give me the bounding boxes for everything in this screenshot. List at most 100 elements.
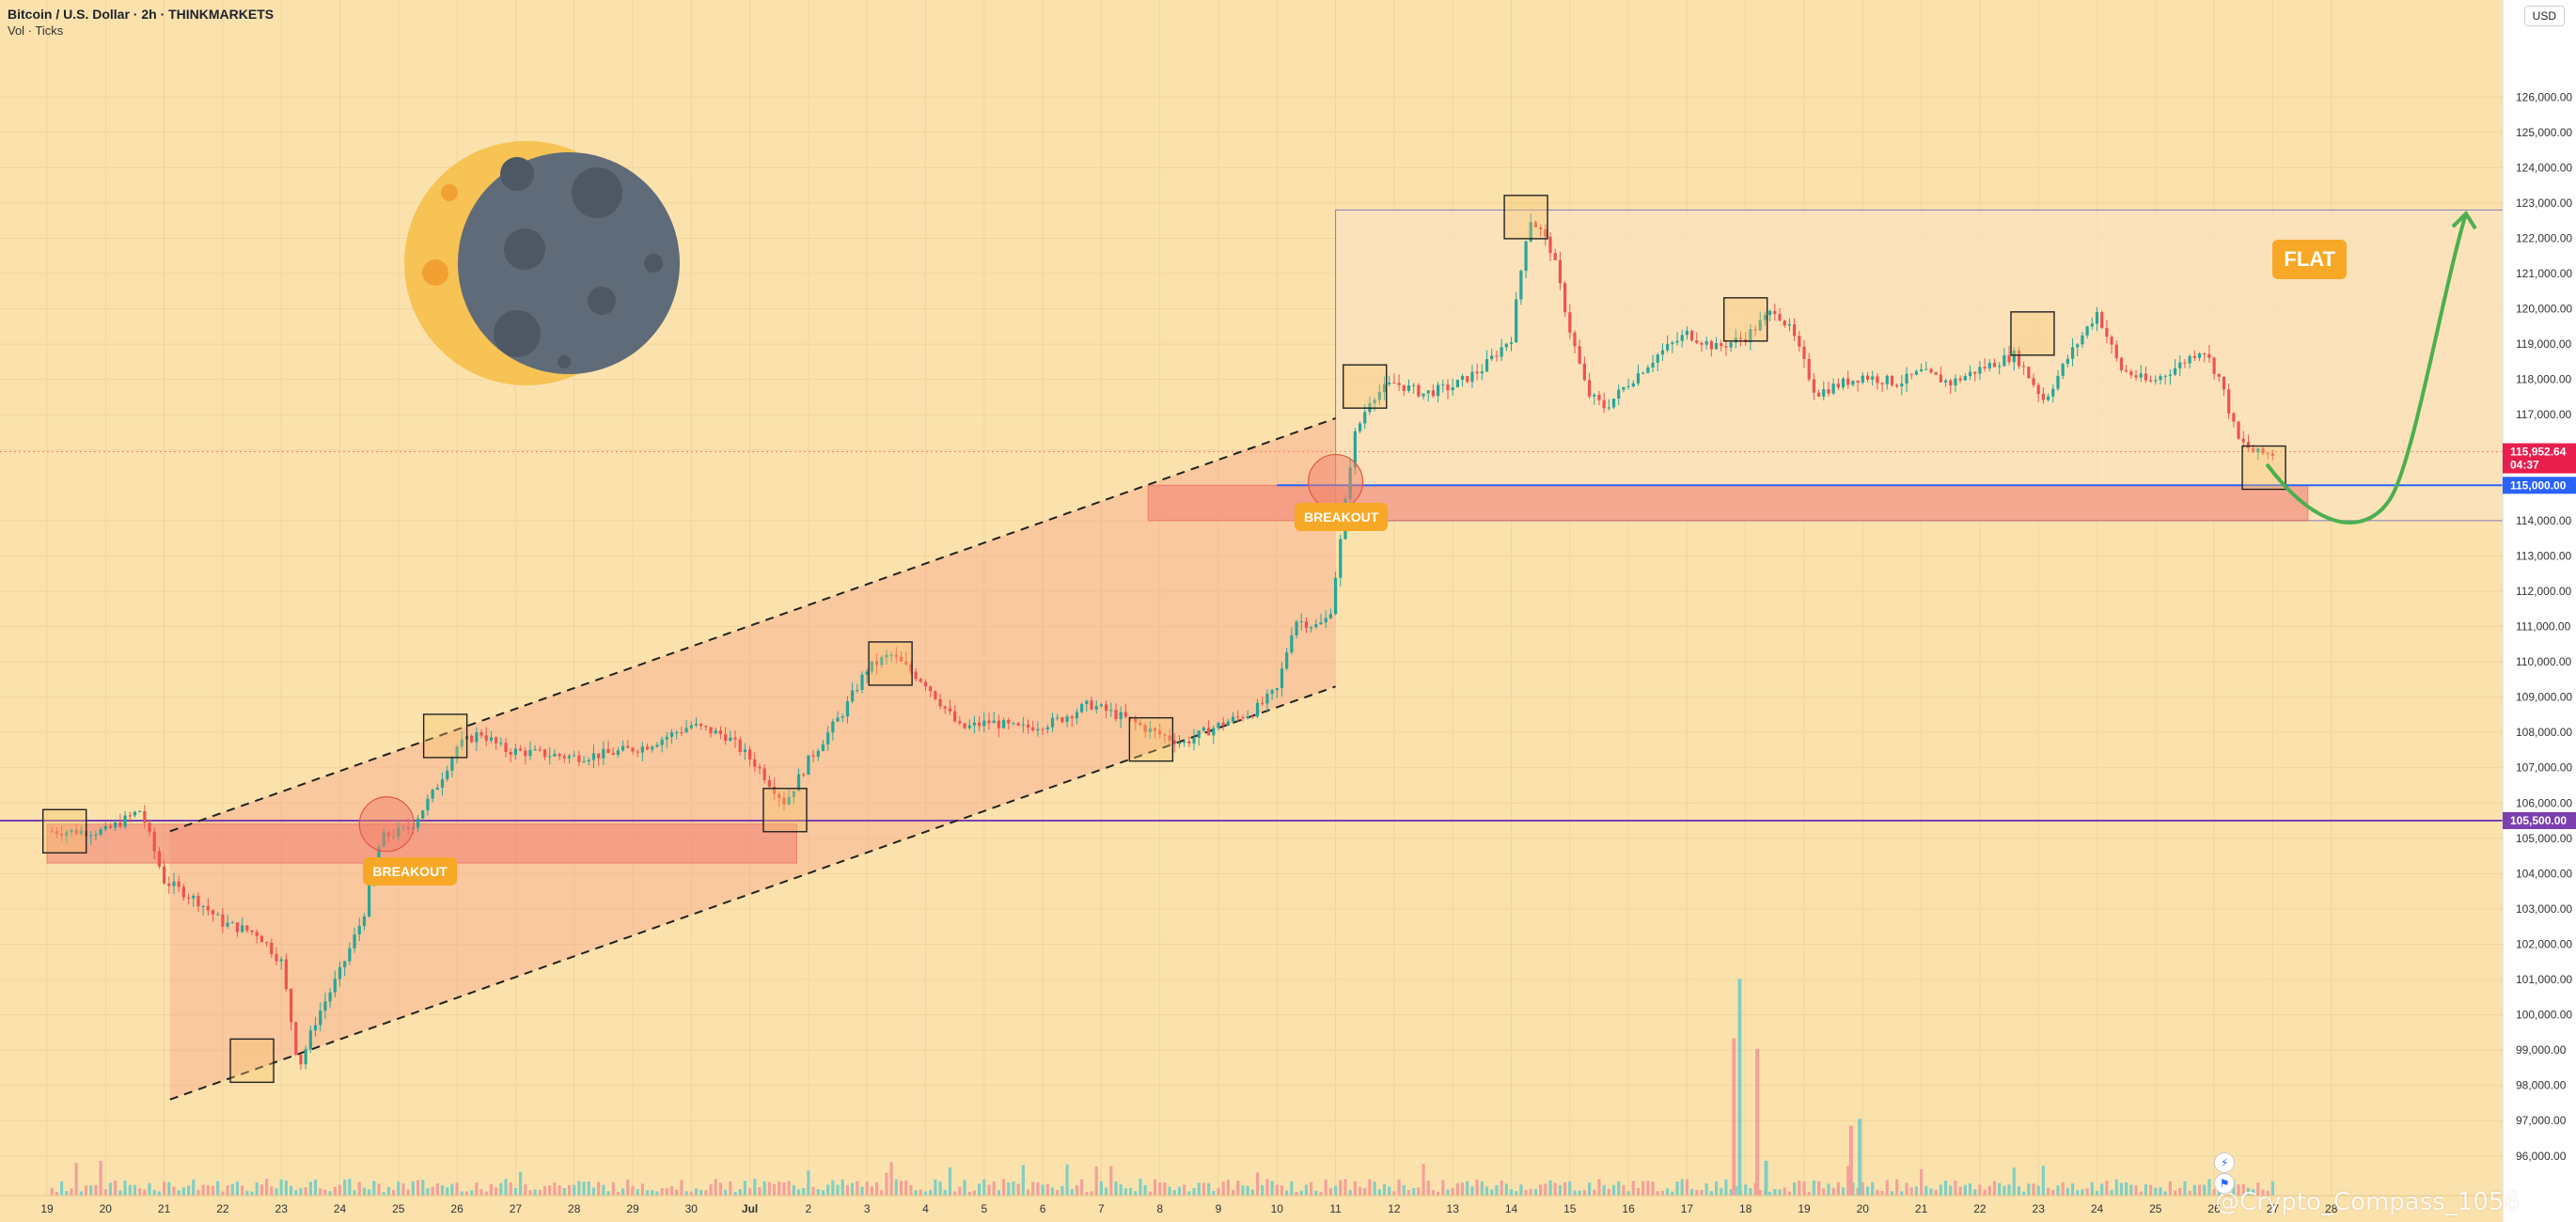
candle bbox=[2032, 378, 2035, 385]
candle bbox=[1422, 393, 1425, 397]
candle bbox=[1446, 384, 1450, 391]
candle bbox=[1807, 358, 1811, 380]
volume-bar bbox=[2012, 1167, 2016, 1196]
volume-bar bbox=[1353, 1181, 1357, 1196]
candle bbox=[1475, 371, 1479, 374]
candle bbox=[1983, 367, 1987, 368]
candle bbox=[1778, 313, 1782, 321]
candle bbox=[1689, 330, 1694, 341]
volume-bar bbox=[2159, 1187, 2162, 1196]
candle bbox=[1056, 717, 1060, 719]
candle bbox=[216, 914, 220, 916]
time-tick-label: 27 bbox=[2267, 1202, 2280, 1215]
volume-bar bbox=[2125, 1182, 2128, 1196]
volume-bar bbox=[1622, 1184, 1626, 1196]
volume-bar bbox=[1958, 1186, 1962, 1196]
candle bbox=[934, 691, 937, 699]
lightning-icon[interactable]: ⚡ bbox=[2214, 1152, 2236, 1173]
volume-bar bbox=[567, 1185, 572, 1196]
candle bbox=[319, 1010, 322, 1026]
volume-bar bbox=[50, 1187, 54, 1196]
volume-indicator-label: Vol · Ticks bbox=[8, 24, 64, 38]
volume-bar bbox=[338, 1184, 342, 1196]
candle bbox=[1978, 367, 1982, 374]
volume-bar bbox=[1954, 1180, 1957, 1196]
candle bbox=[1236, 716, 1240, 718]
volume-bar bbox=[929, 1189, 933, 1196]
volume-bar bbox=[816, 1188, 820, 1196]
volume-bar bbox=[157, 1191, 162, 1196]
volume-bar bbox=[772, 1183, 777, 1196]
volume-bar bbox=[602, 1184, 605, 1196]
candle bbox=[2036, 384, 2040, 394]
volume-bar bbox=[2051, 1189, 2055, 1196]
volume-bar bbox=[74, 1163, 78, 1196]
time-tick-label: 26 bbox=[450, 1202, 463, 1215]
volume-bar bbox=[289, 1185, 293, 1196]
candle bbox=[1515, 299, 1518, 343]
volume-bar bbox=[626, 1179, 630, 1196]
candle bbox=[787, 796, 791, 805]
candle bbox=[1924, 368, 1928, 370]
candle bbox=[2168, 374, 2172, 376]
candle bbox=[167, 883, 171, 886]
volume-bar bbox=[1280, 1185, 1284, 1196]
candle bbox=[1148, 728, 1152, 732]
candle bbox=[1753, 329, 1757, 331]
volume-bar bbox=[1460, 1183, 1465, 1196]
breakout-circle-1 bbox=[358, 796, 415, 853]
volume-bar bbox=[1548, 1180, 1552, 1196]
candle bbox=[431, 790, 434, 799]
price-tick-label: 114,000.00 bbox=[2516, 514, 2571, 527]
volume-bar bbox=[573, 1184, 576, 1196]
candle bbox=[1617, 389, 1621, 400]
candle bbox=[1319, 622, 1323, 625]
volume-bar bbox=[1012, 1181, 1015, 1196]
candle bbox=[2232, 413, 2236, 422]
volume-bar bbox=[406, 1189, 410, 1196]
volume-bar bbox=[1455, 1183, 1459, 1196]
volume-bar bbox=[1905, 1183, 1908, 1196]
candle bbox=[2056, 375, 2060, 389]
volume-bar bbox=[1114, 1181, 1118, 1196]
flat-label: FLAT bbox=[2272, 240, 2347, 280]
volume-bar bbox=[1148, 1191, 1152, 1196]
us-flag-icon[interactable]: ⚑ bbox=[2214, 1173, 2236, 1194]
candle bbox=[2012, 350, 2016, 363]
currency-button[interactable]: USD bbox=[2523, 6, 2565, 26]
candle bbox=[475, 732, 479, 743]
candle bbox=[558, 754, 561, 757]
candle bbox=[192, 895, 196, 899]
candle bbox=[1836, 384, 1840, 387]
candle bbox=[758, 766, 762, 769]
candle bbox=[1441, 384, 1445, 386]
volume-bar bbox=[1636, 1187, 1641, 1196]
volume-bar bbox=[1836, 1182, 1840, 1196]
time-tick-label: 30 bbox=[685, 1202, 699, 1215]
volume-bar bbox=[640, 1183, 644, 1196]
candle bbox=[1437, 384, 1440, 397]
volume-bar bbox=[1437, 1191, 1440, 1196]
candle bbox=[1729, 342, 1733, 348]
breakout-circle-2 bbox=[1307, 453, 1364, 510]
candle bbox=[865, 671, 869, 675]
candle bbox=[1226, 721, 1230, 726]
volume-bar bbox=[953, 1191, 957, 1196]
volume-bar bbox=[484, 1191, 488, 1196]
volume-bar bbox=[118, 1190, 122, 1196]
countdown-timer: 04:37 bbox=[2510, 459, 2539, 472]
candle bbox=[1388, 383, 1391, 384]
candle bbox=[2192, 355, 2196, 358]
volume-bar bbox=[645, 1190, 650, 1196]
volume-bar bbox=[70, 1188, 73, 1196]
volume-bar bbox=[2036, 1185, 2040, 1196]
candle bbox=[573, 755, 576, 757]
candle bbox=[1075, 712, 1079, 719]
volume-bar bbox=[382, 1191, 385, 1196]
candle bbox=[528, 749, 532, 757]
candle bbox=[538, 749, 542, 751]
candle bbox=[796, 774, 801, 791]
candle bbox=[704, 726, 708, 728]
candle bbox=[440, 778, 445, 788]
